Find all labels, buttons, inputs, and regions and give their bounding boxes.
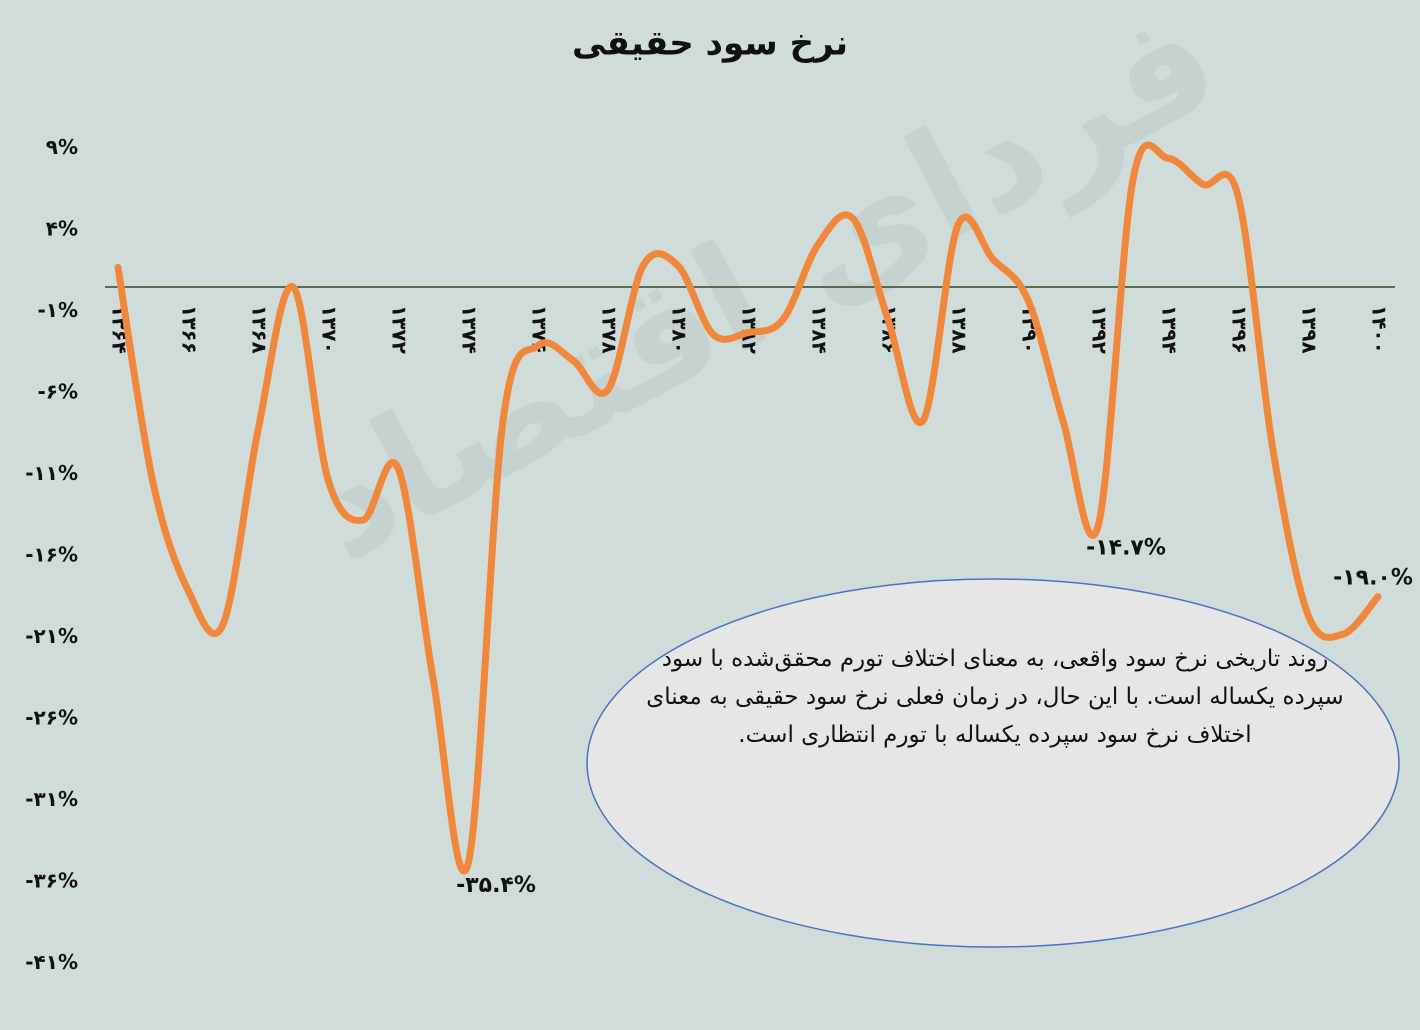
y-tick-label: -۳۶%	[25, 868, 78, 892]
y-tick-label: -۱۱%	[25, 461, 78, 485]
x-tick-label: ۱۳۶۶	[178, 305, 202, 354]
y-tick-label: ۴%	[46, 216, 78, 240]
x-tick-label: ۱۳۶۸	[248, 305, 272, 354]
x-tick-label: ۱۳۸۰	[668, 305, 692, 354]
y-tick-label: ۹%	[46, 135, 78, 159]
y-tick-label: -۳۱%	[25, 787, 78, 811]
y-tick-label: -۱%	[37, 298, 78, 322]
annotation-text: روند تاریخی نرخ سود واقعی، به معنای اختل…	[646, 646, 1344, 748]
y-tick-label: -۲۱%	[25, 624, 78, 648]
x-tick-label: ۱۳۹۲	[1088, 305, 1112, 354]
y-tick-label: -۲۶%	[25, 705, 78, 729]
x-tick-label: ۱۳۷۴	[458, 305, 482, 354]
data-label: -۱۴.۷%	[1086, 536, 1166, 561]
x-tick-label: ۱۴۰۰	[1368, 305, 1392, 354]
data-label: -۳۵.۴%	[456, 873, 536, 898]
y-tick-label: -۴۱%	[25, 950, 78, 974]
x-tick-label: ۱۳۷۰	[318, 305, 342, 354]
annotation-ellipse	[586, 578, 1400, 948]
x-tick-label: ۱۳۸۸	[948, 305, 972, 354]
x-tick-label: ۱۳۸۴	[808, 305, 832, 354]
y-tick-label: -۱۶%	[25, 542, 78, 566]
x-tick-label: ۱۳۹۶	[1228, 305, 1252, 354]
x-tick-label: ۱۳۹۴	[1158, 305, 1182, 354]
x-tick-label: ۱۳۹۸	[1298, 305, 1322, 354]
y-tick-label: -۶%	[37, 379, 78, 403]
x-tick-label: ۱۳۷۲	[388, 305, 412, 354]
data-label: -۱۹.۰%	[1333, 566, 1413, 591]
x-tick-label: ۱۳۷۸	[598, 305, 622, 354]
chart-title: نرخ سود حقیقی	[572, 24, 848, 64]
data-line	[114, 141, 1382, 875]
